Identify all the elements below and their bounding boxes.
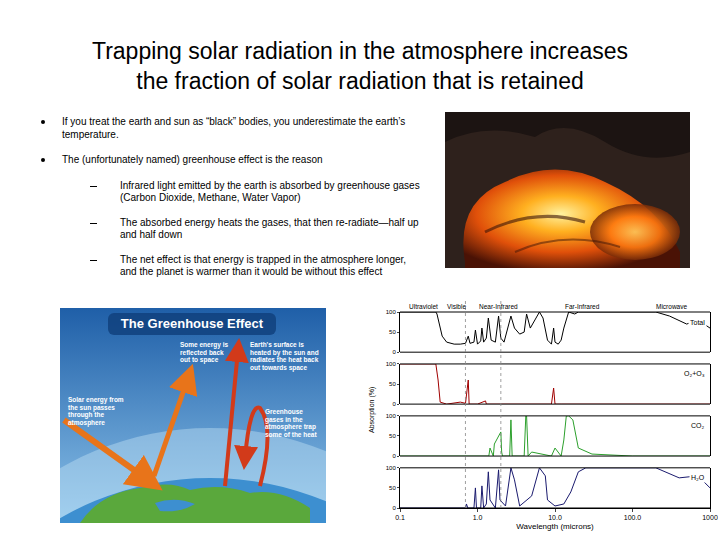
svg-text:O₂+O₃: O₂+O₃: [684, 370, 705, 377]
html-text:the fraction of solar radiatio: the fraction of solar radiation that is …: [136, 68, 584, 94]
html-text:Earth's surface is heated by t: Earth's surface is heated by the sun and…: [250, 341, 319, 371]
svg-text:CO₂: CO₂: [691, 422, 705, 429]
html-text:The net effect is that energy: The net effect is that energy is trapped…: [120, 253, 407, 277]
svg-text:0: 0: [392, 349, 396, 355]
svg-text:Far-Infrared: Far-Infrared: [565, 303, 600, 310]
svg-text:0: 0: [392, 401, 396, 407]
svg-text:Near-Infrared: Near-Infrared: [479, 303, 518, 310]
html-text:If you treat the earth and sun: If you treat the earth and sun as “black…: [62, 116, 406, 140]
html-text:The absorbed energy heats the: The absorbed energy heats the gases, tha…: [120, 216, 419, 240]
svg-text:100: 100: [386, 361, 397, 367]
svg-text:0.1: 0.1: [395, 514, 405, 521]
svg-text:Ultraviolet: Ultraviolet: [409, 303, 438, 310]
html-text:Greenhouse gases in the atmosp: Greenhouse gases in the atmosphere trap …: [265, 408, 317, 438]
svg-text:Wavelength (microns): Wavelength (microns): [516, 522, 594, 531]
svg-text:1.0: 1.0: [473, 514, 483, 521]
svg-text:0: 0: [392, 453, 396, 459]
svg-text:Absorption (%): Absorption (%): [368, 387, 376, 433]
html-text:Solar energy from the sun pass: Solar energy from the sun passes through…: [68, 396, 124, 426]
html-text:Trapping solar radiation in th: Trapping solar radiation in the atmosphe…: [91, 38, 628, 64]
svg-text:10.0: 10.0: [548, 514, 562, 521]
html-text:Some energy is reflected back: Some energy is reflected back out to spa…: [180, 341, 229, 363]
html-text:Infrared light emitted by the: Infrared light emitted by the earth is a…: [120, 179, 420, 203]
svg-text:100: 100: [386, 309, 397, 315]
svg-text:50: 50: [389, 485, 396, 491]
svg-text:50: 50: [389, 329, 396, 335]
svg-text:50: 50: [389, 381, 396, 387]
svg-text:Total: Total: [690, 319, 705, 326]
svg-text:100: 100: [386, 465, 397, 471]
svg-text:Microwave: Microwave: [656, 303, 687, 310]
html-text:The Greenhouse Effect: The Greenhouse Effect: [120, 316, 264, 331]
svg-text:100.0: 100.0: [624, 514, 642, 521]
svg-text:100: 100: [386, 413, 397, 419]
svg-text:H₂O: H₂O: [691, 474, 705, 481]
svg-text:50: 50: [389, 433, 396, 439]
svg-text:Visible: Visible: [447, 303, 466, 310]
svg-text:1000: 1000: [702, 514, 718, 521]
svg-text:0: 0: [392, 505, 396, 511]
html-text:The (unfortunately named) gree: The (unfortunately named) greenhouse eff…: [62, 154, 323, 165]
